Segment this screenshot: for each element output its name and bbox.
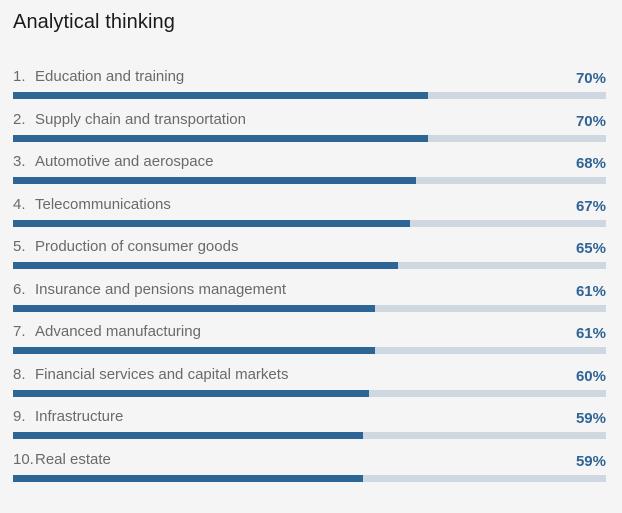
- value-label: 60%: [575, 367, 606, 385]
- bar-label: 6. Insurance and pensions management: [13, 281, 286, 298]
- bar-fill: [13, 304, 375, 312]
- rank-number: 8.: [13, 365, 26, 383]
- rank-number: 3.: [13, 153, 26, 170]
- category-label: Advanced manufacturing: [35, 323, 201, 340]
- bar-row: 1. Education and training 70%: [13, 67, 606, 110]
- bar-track: [13, 432, 606, 439]
- value-label: 59%: [575, 410, 606, 427]
- bar-track: [13, 177, 606, 184]
- value-label: 70%: [575, 70, 606, 87]
- rank-number: 2.: [13, 110, 26, 128]
- bar-track: [13, 304, 606, 312]
- bar-fill: [13, 177, 417, 184]
- bar-track: [13, 262, 606, 269]
- value-label: 68%: [575, 155, 606, 172]
- bar-fill: [13, 134, 429, 142]
- bar-label: 8. Financial services and capital markets: [13, 366, 288, 383]
- bar-row: 7. Advanced manufacturing 61%: [13, 322, 606, 365]
- bar-label: 3. Automotive and aerospace: [13, 153, 213, 170]
- bar-label: 9. Infrastructure: [13, 408, 123, 425]
- bar-row: 2. Supply chain and transportation 70%: [13, 110, 606, 153]
- bar-label: 4. Telecommunications: [13, 196, 171, 213]
- category-label: Financial services and capital markets: [35, 365, 289, 383]
- bar-fill: [13, 432, 363, 439]
- value-label: 67%: [575, 197, 606, 215]
- category-label: Production of consumer goods: [35, 238, 239, 255]
- category-label: Automotive and aerospace: [35, 153, 214, 170]
- bar-row: 4. Telecommunications 67%: [13, 195, 606, 238]
- bar-fill: [13, 389, 369, 397]
- bar-row: 6. Insurance and pensions management 61%: [13, 280, 606, 323]
- bar-row: 3. Automotive and aerospace 68%: [13, 152, 606, 195]
- bar-row: 8. Financial services and capital markets…: [13, 365, 606, 408]
- category-label: Real estate: [35, 450, 111, 468]
- chart-title: Analytical thinking: [13, 11, 175, 33]
- bar-label: 2. Supply chain and transportation: [13, 111, 246, 128]
- bar-track: [13, 474, 606, 482]
- bar-label: 7. Advanced manufacturing: [13, 323, 201, 340]
- bar-label: 5. Production of consumer goods: [13, 238, 238, 255]
- value-label: 61%: [575, 282, 606, 300]
- value-label: 59%: [575, 452, 606, 470]
- category-label: Insurance and pensions management: [35, 280, 287, 298]
- rank-number: 1.: [13, 68, 26, 85]
- bar-track: [13, 219, 606, 227]
- bar-label: 1. Education and training: [13, 68, 184, 85]
- rank-number: 7.: [13, 323, 26, 340]
- bar-list: 1. Education and training 70% 2. Supply chai…: [13, 67, 606, 492]
- bar-row: 5. Production of consumer goods 65%: [13, 237, 606, 280]
- value-label: 65%: [575, 240, 606, 257]
- category-label: Supply chain and transportation: [35, 110, 246, 128]
- bar-fill: [13, 219, 411, 227]
- bar-fill: [13, 347, 375, 354]
- bar-label: 10.Real estate: [13, 451, 111, 468]
- bar-track: [13, 389, 606, 397]
- bar-row: 10.Real estate 59%: [13, 450, 606, 493]
- bar-track: [13, 347, 606, 354]
- bar-track: [13, 92, 606, 99]
- bar-fill: [13, 262, 399, 269]
- rank-number: 10.: [13, 450, 34, 468]
- bar-track: [13, 134, 606, 142]
- category-label: Telecommunications: [35, 195, 171, 213]
- rank-number: 5.: [13, 238, 26, 255]
- value-label: 61%: [575, 325, 606, 342]
- category-label: Infrastructure: [35, 408, 124, 425]
- value-label: 70%: [575, 112, 606, 130]
- bar-fill: [13, 92, 429, 99]
- bar-fill: [13, 474, 363, 482]
- bar-row: 9. Infrastructure 59%: [13, 407, 606, 450]
- rank-number: 4.: [13, 195, 26, 213]
- rank-number: 9.: [13, 408, 26, 425]
- category-label: Education and training: [35, 68, 185, 85]
- rank-number: 6.: [13, 280, 26, 298]
